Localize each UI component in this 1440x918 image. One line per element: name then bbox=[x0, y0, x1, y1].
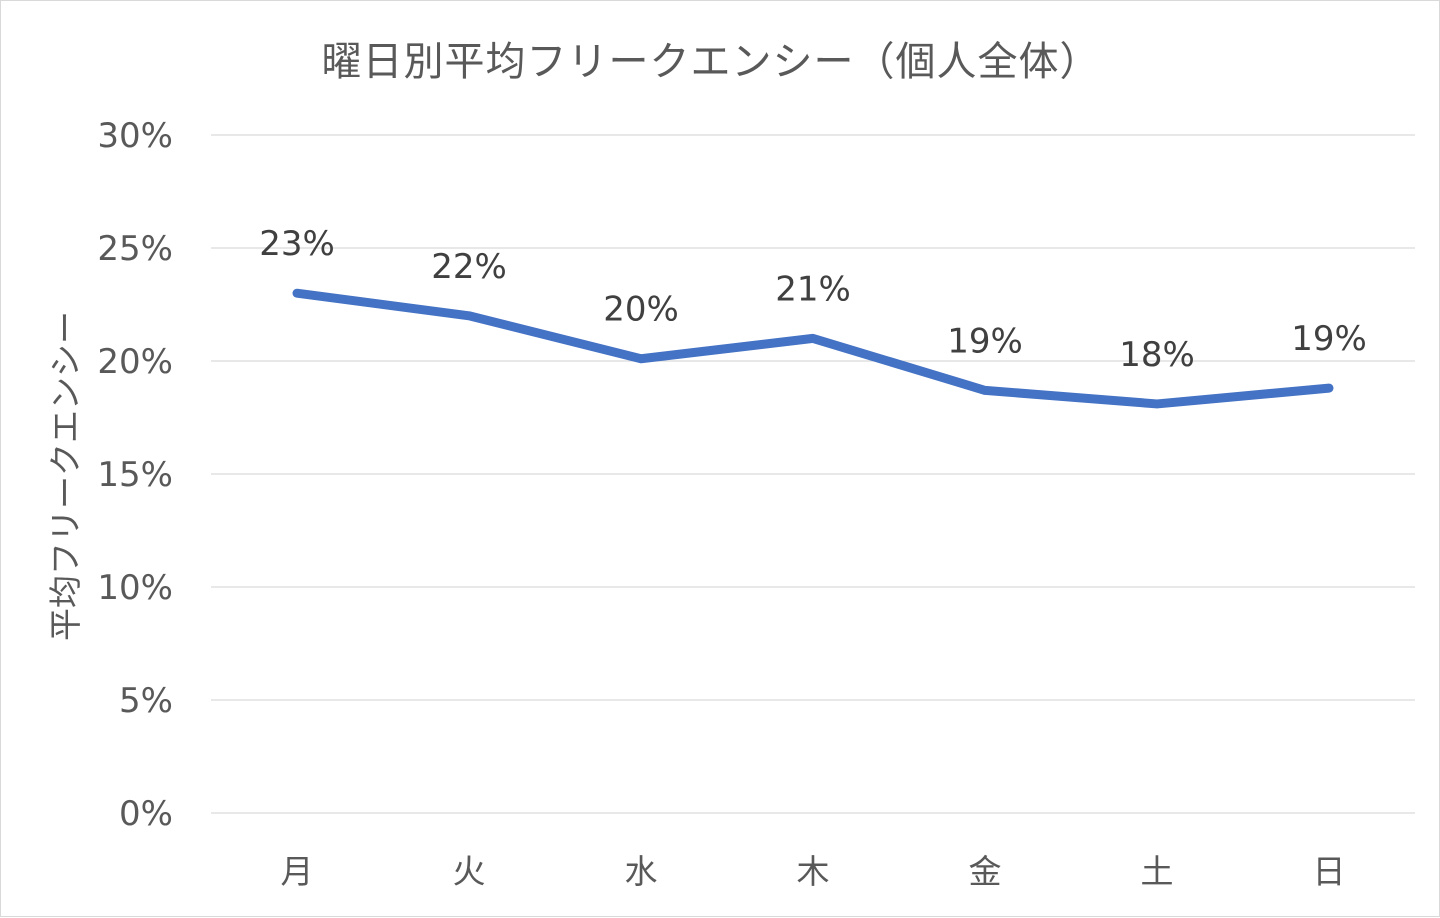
x-category-labels: 月火水木金土日 bbox=[281, 852, 1346, 891]
x-category-label: 月 bbox=[281, 852, 314, 891]
x-category-label: 土 bbox=[1141, 852, 1174, 891]
y-tick-label: 5% bbox=[119, 681, 173, 721]
data-label: 19% bbox=[1291, 319, 1367, 359]
data-label: 20% bbox=[603, 290, 679, 330]
data-label: 21% bbox=[775, 269, 851, 309]
y-tick-label: 0% bbox=[119, 794, 173, 834]
y-tick-label: 25% bbox=[97, 229, 173, 269]
data-label: 23% bbox=[259, 224, 335, 264]
x-category-label: 金 bbox=[969, 852, 1002, 891]
data-labels: 23% 22% 20% 21% 19% 18% 19% bbox=[259, 224, 1367, 375]
x-category-label: 日 bbox=[1313, 852, 1346, 891]
x-category-label: 火 bbox=[453, 852, 486, 891]
gridlines bbox=[211, 135, 1415, 813]
y-tick-label: 30% bbox=[97, 116, 173, 156]
x-category-label: 木 bbox=[797, 852, 830, 891]
y-tick-label: 10% bbox=[97, 568, 173, 608]
data-label: 22% bbox=[431, 247, 507, 287]
data-label: 19% bbox=[947, 321, 1023, 361]
y-tick-labels: 0% 5% 10% 15% 20% 25% 30% bbox=[97, 116, 173, 834]
data-label: 18% bbox=[1119, 335, 1195, 375]
y-tick-label: 15% bbox=[97, 455, 173, 495]
y-tick-label: 20% bbox=[97, 342, 173, 382]
x-category-label: 水 bbox=[625, 852, 658, 891]
